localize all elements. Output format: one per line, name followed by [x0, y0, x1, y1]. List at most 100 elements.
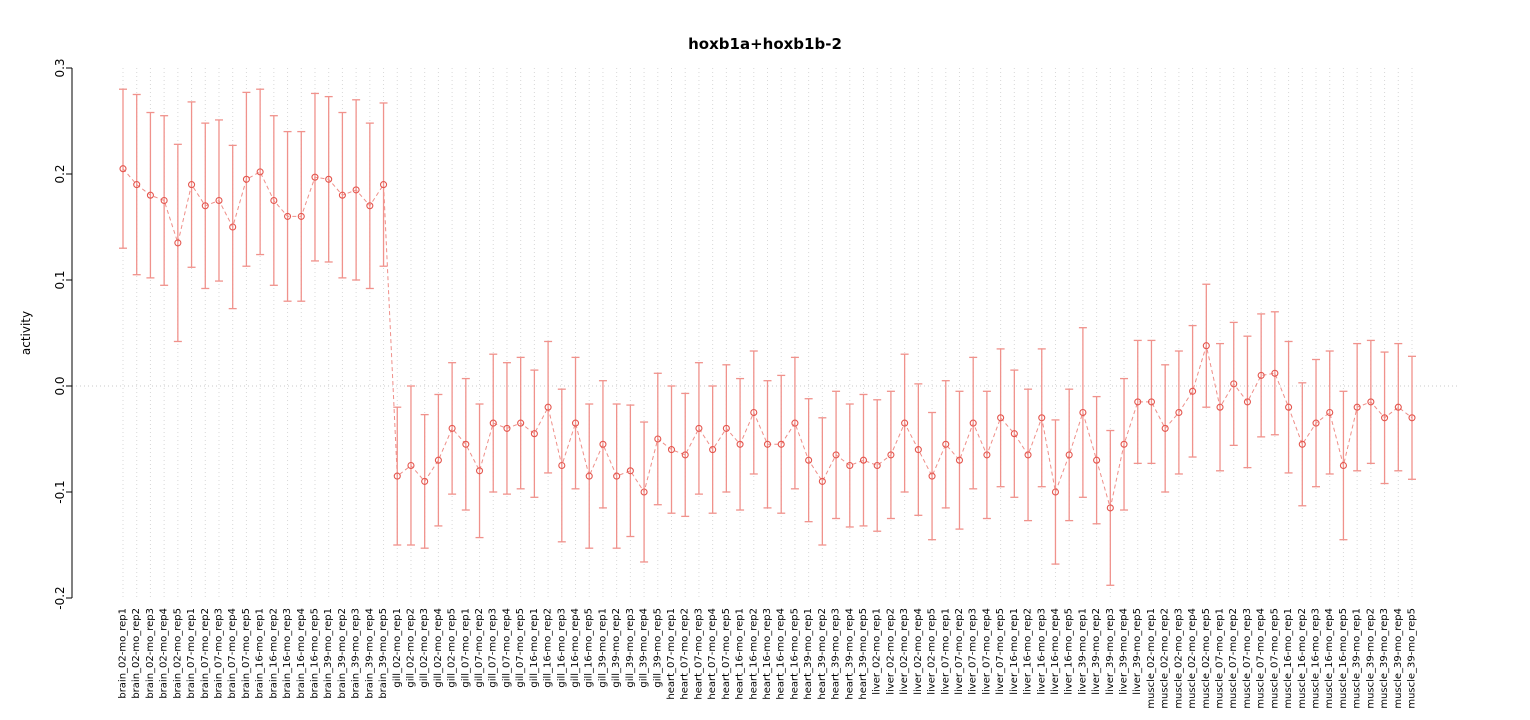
x-tick-label: heart_07-mo_rep2 [680, 608, 691, 700]
data-point [338, 191, 346, 199]
x-tick-label: muscle_16-mo_rep2 [1297, 608, 1308, 709]
data-point [558, 461, 566, 470]
data-point [133, 181, 141, 189]
x-tick-label: muscle_07-mo_rep5 [1269, 608, 1280, 709]
data-point [1202, 342, 1210, 350]
x-tick-label: gill_16-mo_rep2 [543, 608, 554, 688]
y-tick-label: 0.3 [53, 58, 67, 77]
x-tick-label: brain_07-mo_rep3 [213, 608, 224, 699]
data-point [393, 472, 401, 480]
x-tick-label: brain_07-mo_rep1 [186, 608, 197, 699]
x-tick-label: gill_02-mo_rep4 [433, 608, 444, 688]
x-tick-label: brain_39-mo_rep2 [337, 608, 348, 699]
data-point [599, 440, 607, 448]
x-tick-label: liver_39-mo_rep4 [1119, 608, 1130, 695]
x-tick-label: brain_16-mo_rep4 [296, 608, 307, 699]
x-tick-label: liver_16-mo_rep5 [1064, 608, 1075, 695]
x-tick-label: gill_16-mo_rep1 [529, 608, 540, 688]
x-tick-label: muscle_02-mo_rep2 [1160, 608, 1171, 709]
x-tick-label: gill_02-mo_rep2 [405, 608, 416, 688]
data-point [284, 212, 292, 220]
x-tick-label: heart_07-mo_rep4 [707, 608, 718, 700]
data-point [791, 419, 799, 427]
x-tick-label: liver_16-mo_rep2 [1023, 608, 1034, 695]
x-tick-label: muscle_07-mo_rep1 [1215, 608, 1226, 709]
x-tick-label: gill_16-mo_rep5 [584, 608, 595, 688]
x-tick-label: brain_07-mo_rep5 [241, 608, 252, 699]
data-point [1353, 403, 1361, 411]
data-point [955, 456, 964, 464]
chart-title: hoxb1a+hoxb1b-2 [688, 35, 842, 53]
data-point [1216, 403, 1224, 411]
x-tick-label: muscle_39-mo_rep5 [1407, 608, 1418, 709]
data-point [1106, 504, 1114, 512]
x-tick-label: gill_39-mo_rep3 [625, 608, 636, 688]
data-point [1394, 403, 1402, 411]
x-tick-label: brain_16-mo_rep1 [255, 608, 266, 699]
data-point [1257, 371, 1265, 379]
x-tick-label: brain_02-mo_rep3 [145, 608, 156, 699]
x-tick-label: liver_16-mo_rep1 [1009, 608, 1020, 695]
x-tick-label: brain_02-mo_rep4 [159, 608, 170, 699]
data-point [626, 467, 634, 475]
x-tick-label: gill_39-mo_rep4 [639, 608, 650, 688]
x-tick-label: gill_39-mo_rep5 [652, 608, 663, 688]
data-point [242, 175, 250, 183]
data-point [667, 446, 676, 454]
x-tick-label: heart_16-mo_rep1 [735, 608, 746, 700]
x-tick-label: brain_39-mo_rep4 [364, 608, 375, 699]
x-tick-label: brain_02-mo_rep1 [118, 608, 129, 699]
data-point [805, 456, 813, 464]
x-tick-label: muscle_02-mo_rep5 [1201, 608, 1212, 709]
x-tick-label: liver_07-mo_rep5 [995, 608, 1006, 695]
data-point [832, 451, 840, 459]
x-tick-label: muscle_39-mo_rep3 [1379, 608, 1390, 709]
x-tick-label: liver_39-mo_rep3 [1105, 608, 1116, 695]
data-point [585, 472, 593, 480]
x-tick-label: liver_02-mo_rep4 [913, 608, 924, 695]
x-tick-label: liver_16-mo_rep3 [1036, 608, 1047, 695]
x-tick-label: muscle_07-mo_rep2 [1228, 608, 1239, 709]
data-point [1079, 408, 1087, 417]
data-point [1051, 488, 1060, 496]
data-point [434, 456, 442, 464]
data-point [188, 181, 196, 189]
x-tick-label: gill_16-mo_rep3 [556, 608, 567, 688]
data-point [901, 419, 909, 427]
data-point [709, 446, 717, 454]
x-tick-label: muscle_07-mo_rep4 [1256, 608, 1267, 709]
x-tick-label: heart_16-mo_rep2 [748, 608, 759, 700]
x-tick-label: muscle_16-mo_rep4 [1324, 608, 1335, 709]
x-tick-label: muscle_39-mo_rep1 [1352, 608, 1363, 709]
data-point [859, 456, 868, 464]
x-tick-label: heart_39-mo_rep2 [817, 608, 828, 700]
data-point [1134, 398, 1142, 406]
data-point [681, 451, 689, 459]
x-tick-label: liver_39-mo_rep2 [1091, 608, 1102, 695]
data-points [119, 165, 1416, 512]
data-point [1381, 414, 1389, 422]
x-tick-label: gill_02-mo_rep3 [419, 608, 430, 688]
data-point [146, 191, 154, 199]
data-point [201, 202, 209, 210]
x-tick-label: gill_07-mo_rep3 [488, 608, 499, 688]
x-tick-label: liver_07-mo_rep1 [940, 608, 951, 695]
x-tick-label: gill_07-mo_rep1 [460, 608, 471, 688]
x-axis-labels: brain_02-mo_rep1 brain_02-mo_rep2 brain_02… [118, 608, 1418, 709]
data-point [818, 477, 826, 485]
data-point [763, 440, 772, 448]
x-tick-label: liver_07-mo_rep2 [954, 608, 965, 695]
x-tick-label: heart_39-mo_rep5 [858, 608, 869, 700]
data-point [695, 424, 703, 432]
x-tick-label: brain_39-mo_rep3 [351, 608, 362, 699]
data-point [270, 196, 278, 205]
x-tick-label: brain_02-mo_rep2 [131, 608, 142, 699]
x-tick-label: heart_39-mo_rep3 [831, 608, 842, 700]
data-point [462, 440, 470, 448]
data-point [366, 202, 374, 210]
data-point [1065, 451, 1073, 459]
data-point [571, 419, 580, 427]
x-tick-label: liver_07-mo_rep4 [981, 608, 992, 695]
